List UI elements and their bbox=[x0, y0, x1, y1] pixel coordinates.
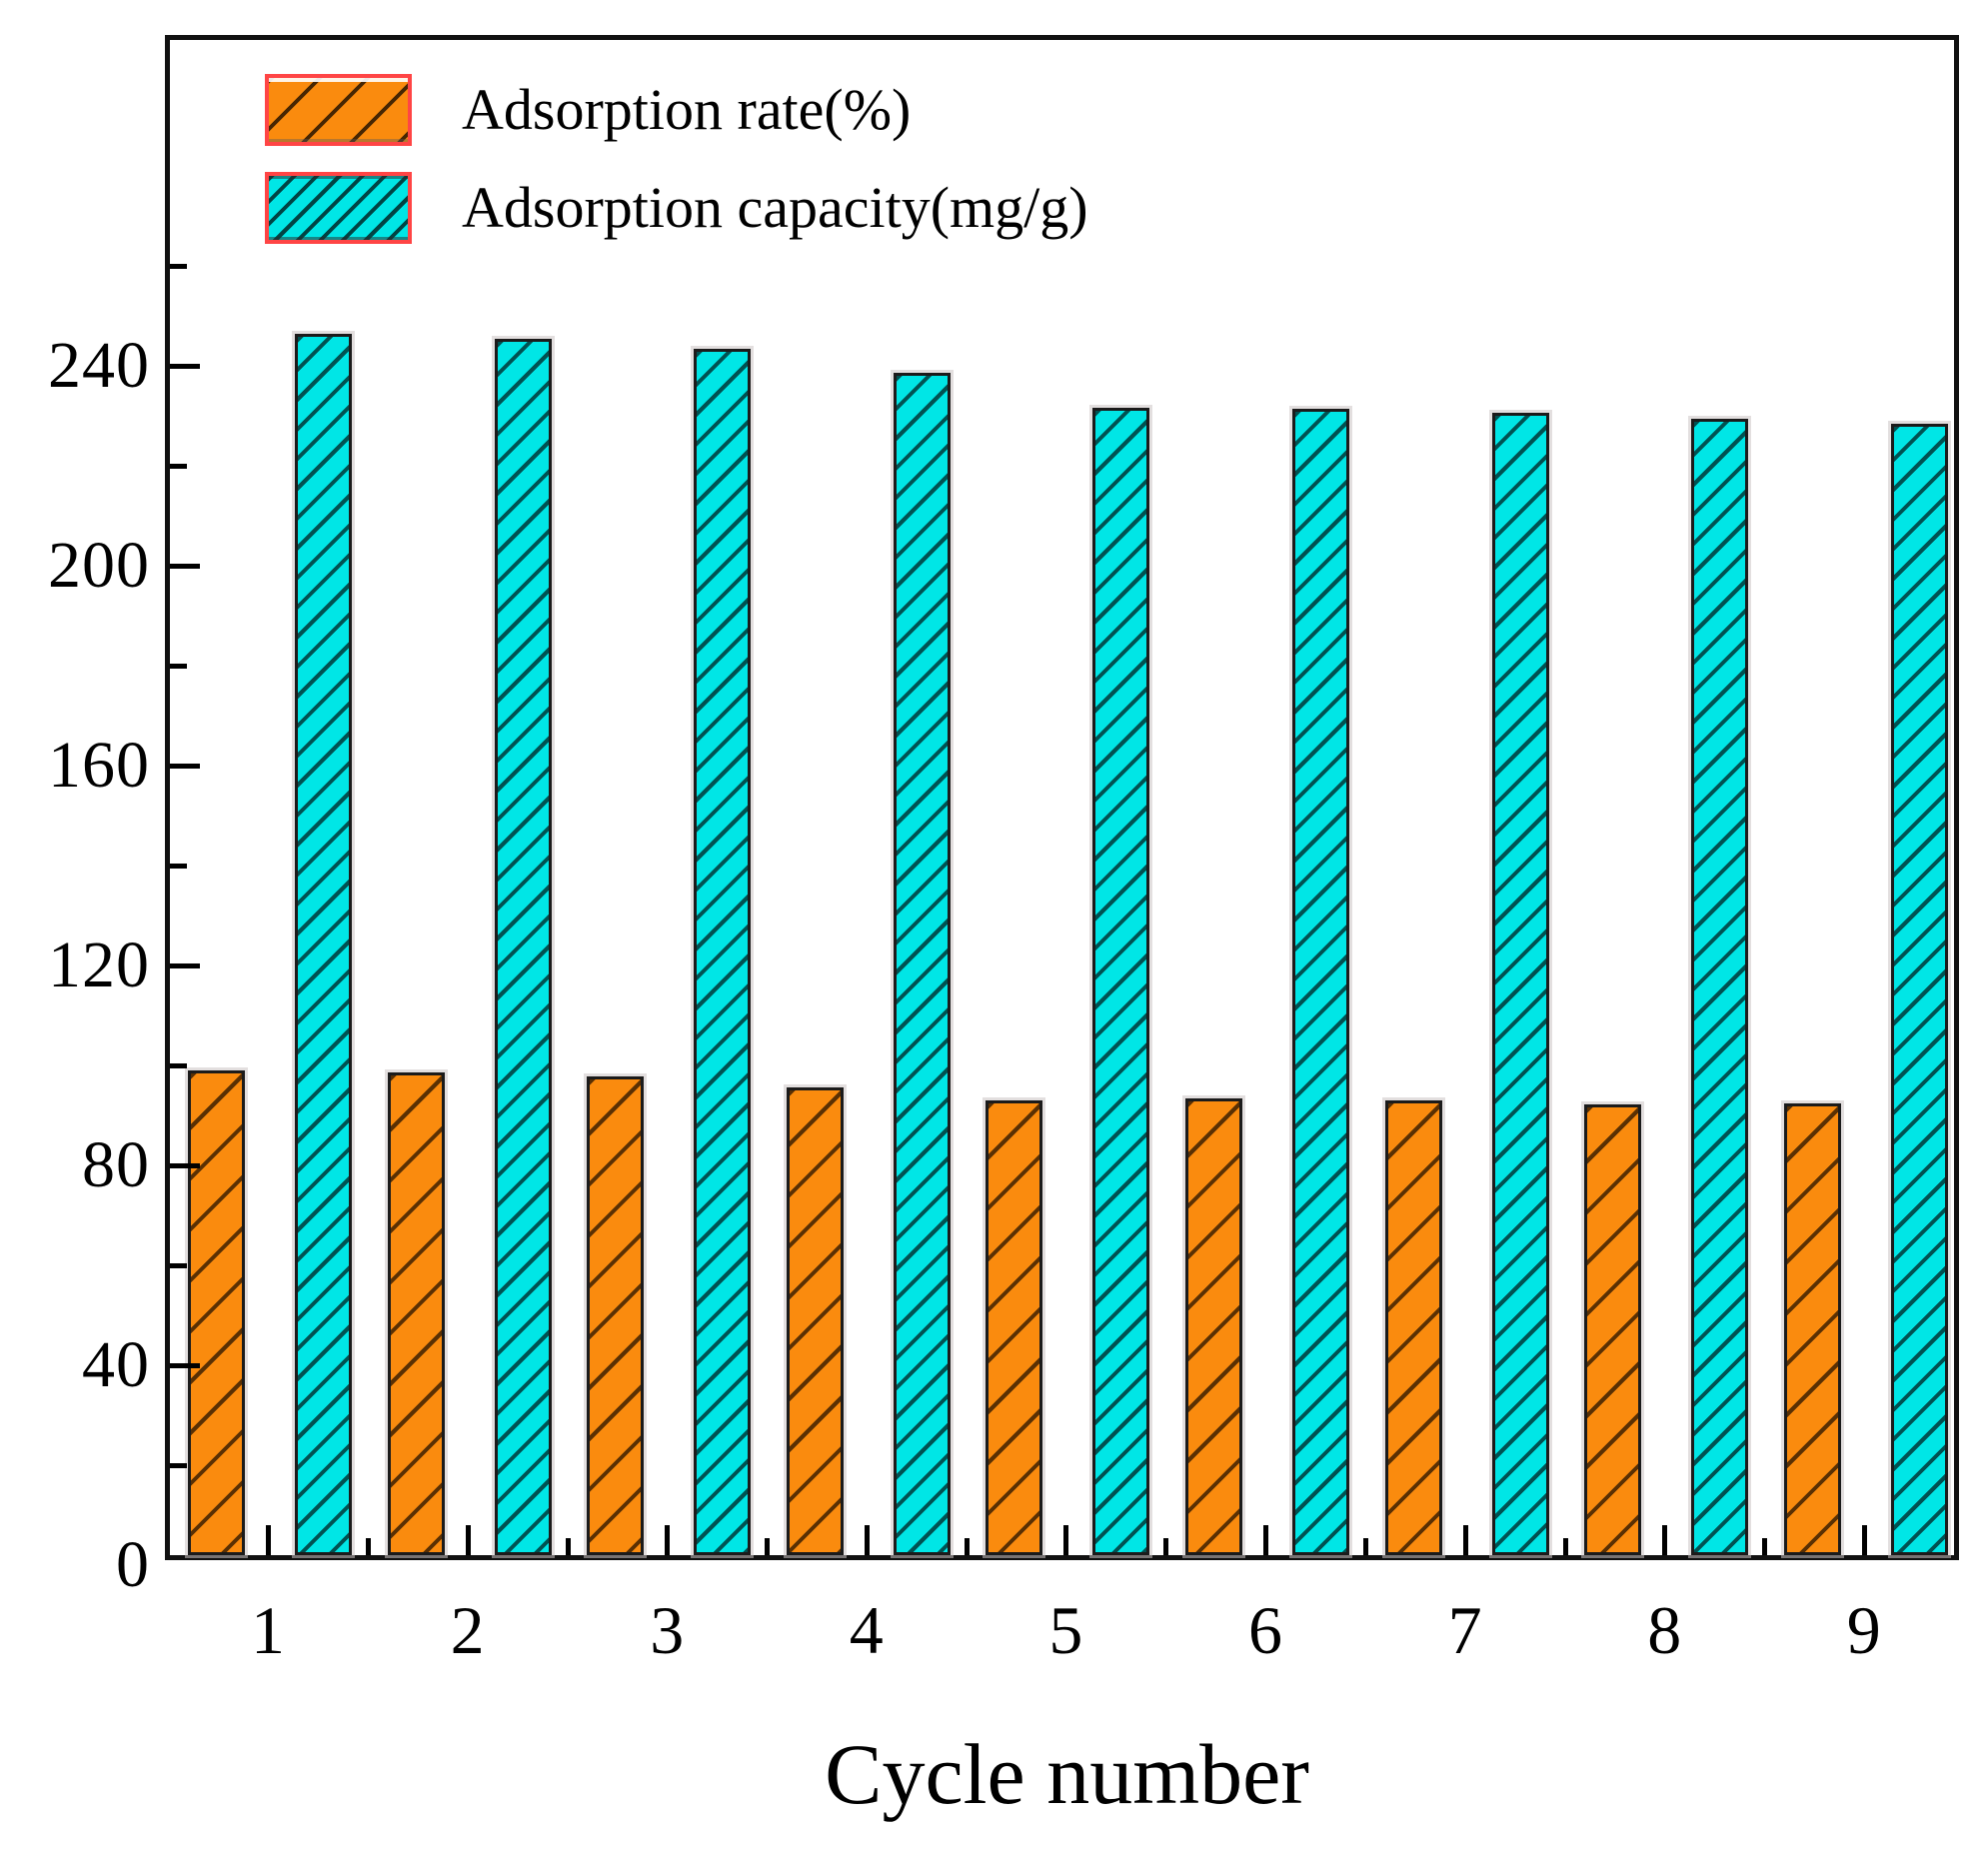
x-tick-label-4: 4 bbox=[849, 1592, 884, 1668]
x-tick-major-2 bbox=[465, 1525, 471, 1555]
capacity-bar-cycle-2 bbox=[494, 339, 552, 1555]
legend-row-capacity: Adsorption capacity(mg/g) bbox=[265, 170, 1088, 246]
x-tick-minor-3 bbox=[765, 1538, 771, 1555]
y-tick-major-40 bbox=[170, 1363, 200, 1368]
x-tick-minor-2 bbox=[565, 1538, 571, 1555]
rate-bar-cycle-6 bbox=[1185, 1098, 1242, 1555]
x-tick-minor-8 bbox=[1762, 1538, 1768, 1555]
y-tick-minor-140 bbox=[170, 864, 187, 869]
capacity-bar-cycle-4 bbox=[893, 373, 951, 1555]
capacity-bar-cycle-5 bbox=[1092, 408, 1150, 1555]
y-tick-label-240: 240 bbox=[48, 329, 150, 402]
legend-label-rate: Adsorption rate(%) bbox=[462, 77, 912, 142]
x-axis-title: Cycle number bbox=[825, 1726, 1309, 1822]
rate-bar-cycle-3 bbox=[587, 1076, 645, 1555]
x-tick-major-6 bbox=[1263, 1525, 1268, 1555]
y-tick-major-120 bbox=[170, 963, 200, 968]
x-tick-minor-1 bbox=[366, 1538, 371, 1555]
y-tick-major-80 bbox=[170, 1163, 200, 1168]
rate-bar-cycle-1 bbox=[188, 1070, 245, 1555]
y-tick-major-160 bbox=[170, 764, 200, 769]
y-tick-minor-20 bbox=[170, 1463, 187, 1468]
legend-swatch-rate bbox=[265, 74, 412, 146]
legend-row-rate: Adsorption rate(%) bbox=[265, 72, 1088, 148]
y-tick-minor-60 bbox=[170, 1263, 187, 1268]
y-tick-minor-220 bbox=[170, 464, 187, 469]
y-tick-label-160: 160 bbox=[48, 729, 150, 802]
x-tick-label-9: 9 bbox=[1846, 1592, 1881, 1668]
y-tick-minor-100 bbox=[170, 1063, 187, 1068]
capacity-bar-cycle-1 bbox=[295, 334, 352, 1555]
y-tick-label-120: 120 bbox=[48, 928, 150, 1001]
y-tick-label-200: 200 bbox=[48, 529, 150, 602]
x-tick-minor-4 bbox=[964, 1538, 970, 1555]
y-tick-major-240 bbox=[170, 364, 200, 369]
rate-bar-cycle-9 bbox=[1783, 1103, 1841, 1555]
y-tick-major-200 bbox=[170, 564, 200, 569]
rate-bar-cycle-2 bbox=[387, 1072, 445, 1555]
capacity-bar-cycle-6 bbox=[1292, 409, 1349, 1555]
y-tick-minor-180 bbox=[170, 664, 187, 669]
x-tick-label-1: 1 bbox=[251, 1592, 285, 1668]
legend-label-capacity: Adsorption capacity(mg/g) bbox=[462, 175, 1088, 240]
capacity-bar-cycle-7 bbox=[1491, 413, 1549, 1555]
y-tick-label-80: 80 bbox=[82, 1128, 150, 1201]
x-tick-minor-5 bbox=[1163, 1538, 1169, 1555]
x-tick-label-8: 8 bbox=[1647, 1592, 1682, 1668]
x-tick-minor-7 bbox=[1562, 1538, 1568, 1555]
x-tick-label-5: 5 bbox=[1048, 1592, 1083, 1668]
capacity-bar-cycle-3 bbox=[694, 349, 752, 1555]
y-tick-label-0: 0 bbox=[116, 1528, 150, 1601]
x-tick-label-6: 6 bbox=[1248, 1592, 1282, 1668]
x-tick-minor-6 bbox=[1363, 1538, 1368, 1555]
legend: Adsorption rate(%) Adsorption capacity(m… bbox=[265, 72, 1088, 268]
x-tick-major-7 bbox=[1462, 1525, 1468, 1555]
x-tick-major-4 bbox=[864, 1525, 870, 1555]
y-tick-minor-260 bbox=[170, 264, 187, 269]
x-tick-major-8 bbox=[1662, 1525, 1668, 1555]
legend-swatch-capacity bbox=[265, 172, 412, 244]
y-tick-label-40: 40 bbox=[82, 1328, 150, 1401]
rate-bar-cycle-7 bbox=[1384, 1100, 1442, 1555]
capacity-bar-cycle-9 bbox=[1890, 424, 1948, 1555]
x-tick-major-3 bbox=[665, 1525, 671, 1555]
rate-bar-cycle-5 bbox=[986, 1100, 1043, 1555]
rate-bar-cycle-4 bbox=[786, 1087, 844, 1555]
plot-area: Adsorption rate(%) Adsorption capacity(m… bbox=[165, 35, 1959, 1560]
x-tick-label-3: 3 bbox=[650, 1592, 685, 1668]
x-tick-major-9 bbox=[1861, 1525, 1867, 1555]
x-tick-label-7: 7 bbox=[1447, 1592, 1482, 1668]
x-tick-major-5 bbox=[1063, 1525, 1069, 1555]
capacity-bar-cycle-8 bbox=[1691, 419, 1749, 1555]
rate-bar-cycle-8 bbox=[1584, 1104, 1642, 1555]
x-tick-label-2: 2 bbox=[450, 1592, 485, 1668]
x-tick-major-1 bbox=[266, 1525, 271, 1555]
